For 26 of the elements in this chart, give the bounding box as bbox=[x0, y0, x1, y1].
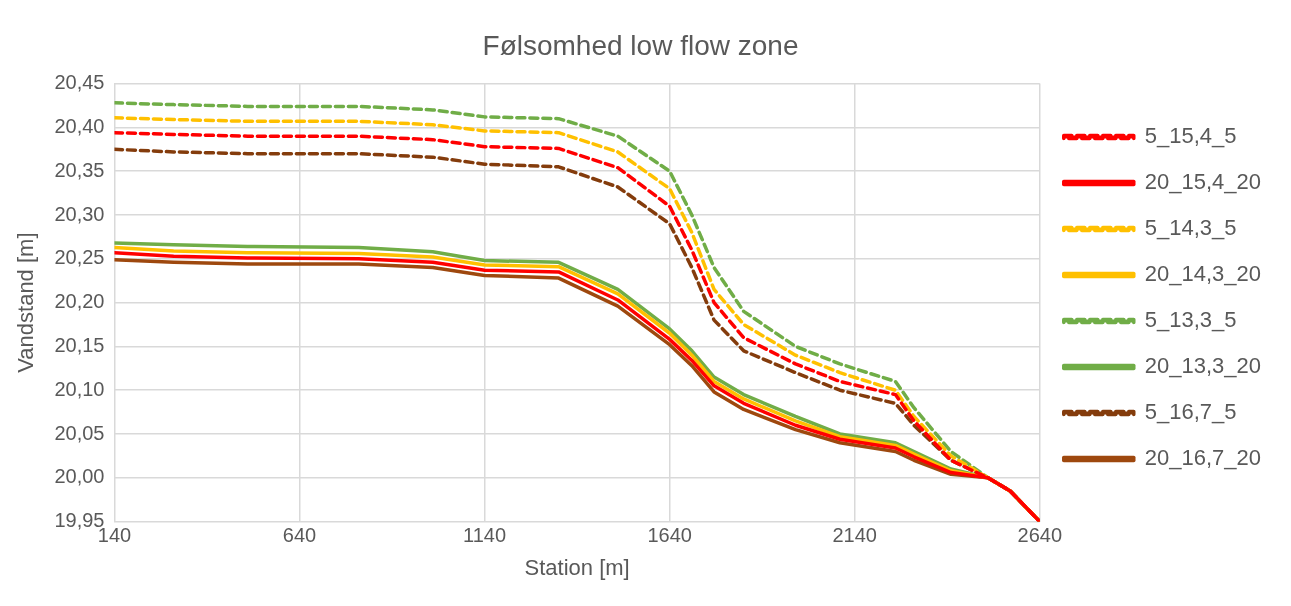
x-tick-label: 1140 bbox=[463, 524, 507, 547]
x-tick-label: 640 bbox=[282, 524, 317, 547]
legend-label: 5_14,3_5 bbox=[1144, 215, 1237, 241]
x-tick-label: 2640 bbox=[1017, 524, 1063, 547]
x-tick-label: 2140 bbox=[832, 524, 877, 547]
x-axis-title: Station [m] bbox=[524, 554, 630, 580]
y-axis-title: Vandstand [m] bbox=[13, 232, 39, 373]
legend-label: 20_13,3_20 bbox=[1144, 353, 1261, 379]
y-tick-label: 20,10 bbox=[54, 377, 105, 400]
y-tick-label: 20,25 bbox=[54, 246, 105, 269]
legend-label: 5_16,7_5 bbox=[1144, 399, 1237, 425]
x-tick-label: 1640 bbox=[647, 524, 692, 547]
y-tick-label: 20,40 bbox=[54, 114, 105, 137]
chart-title: Følsomhed low flow zone bbox=[482, 29, 799, 61]
legend-label: 20_16,7_20 bbox=[1144, 445, 1261, 471]
legend-label: 20_14,3_20 bbox=[1144, 261, 1261, 287]
y-tick-label: 20,20 bbox=[54, 290, 105, 313]
y-tick-label: 20,35 bbox=[54, 158, 105, 181]
y-tick-label: 20,15 bbox=[54, 333, 105, 356]
y-tick-label: 20,05 bbox=[54, 421, 105, 444]
legend-label: 5_15,4_5 bbox=[1144, 123, 1237, 149]
y-tick-label: 20,45 bbox=[54, 71, 105, 94]
y-tick-label: 20,30 bbox=[54, 202, 105, 225]
legend-label: 20_15,4_20 bbox=[1144, 169, 1261, 195]
legend-label: 5_13,3_5 bbox=[1144, 307, 1237, 333]
y-tick-label: 20,00 bbox=[54, 465, 105, 488]
